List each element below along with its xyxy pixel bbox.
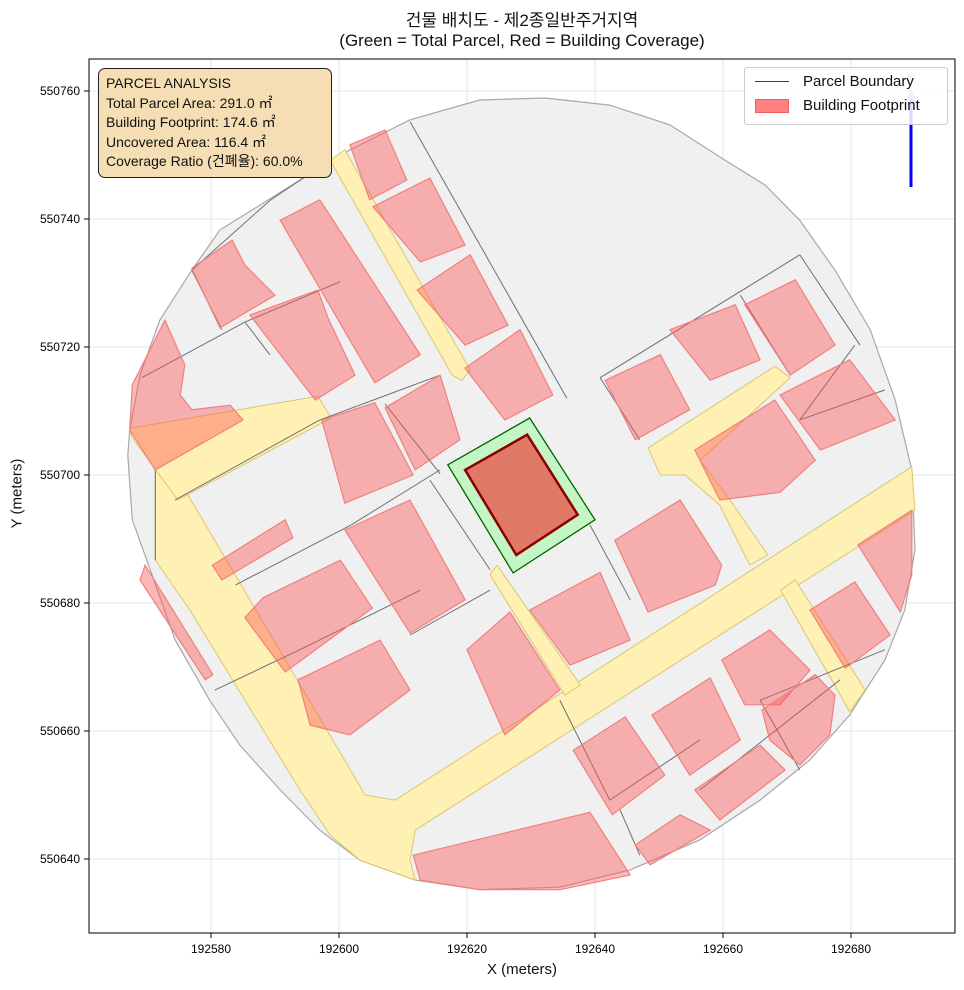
parcel-line — [619, 809, 641, 856]
building-footprint — [297, 639, 411, 736]
parcel-line — [235, 524, 352, 586]
x-tick-label: 192680 — [831, 942, 871, 956]
building-footprint — [191, 239, 276, 329]
legend-label: Building Footprint — [803, 97, 920, 114]
parcel-line — [699, 679, 841, 791]
building-footprint — [349, 129, 408, 201]
building-footprint — [779, 359, 897, 451]
parcel-line — [759, 700, 801, 771]
parcel-analysis-box: PARCEL ANALYSIS Total Parcel Area: 291.0… — [98, 68, 332, 178]
parcel-line — [589, 524, 631, 601]
info-uncovered: Uncovered Area: 116.4 ㎡ — [106, 133, 267, 150]
legend-label: Parcel Boundary — [803, 73, 914, 90]
parcel-line — [559, 700, 611, 801]
building-footprint — [279, 199, 422, 384]
parcel-line — [384, 403, 441, 475]
building-footprint — [416, 253, 509, 346]
parcel-line — [299, 589, 421, 651]
road — [489, 564, 582, 696]
legend: Parcel Boundary Building Footprint — [744, 67, 948, 125]
building-footprint — [412, 811, 632, 891]
y-tick-label: 550720 — [40, 340, 80, 354]
x-tick-label: 192580 — [191, 942, 231, 956]
parcel-line — [141, 321, 246, 379]
building-footprint — [129, 318, 244, 471]
road — [647, 365, 791, 566]
building-footprint — [857, 509, 913, 614]
parcel-line — [409, 589, 491, 636]
x-tick-label: 192660 — [703, 942, 743, 956]
y-tick-label: 550760 — [40, 84, 80, 98]
road — [154, 463, 916, 881]
building-footprint — [211, 518, 294, 581]
plot-frame — [88, 58, 956, 934]
building-footprint — [809, 581, 891, 670]
building-footprint — [614, 499, 723, 613]
building-footprint — [693, 744, 787, 821]
parcel-line — [244, 321, 271, 355]
building-footprint — [668, 304, 761, 382]
parcel-line — [799, 254, 861, 346]
building-footprint — [651, 677, 742, 777]
parcel-line — [799, 344, 856, 421]
road — [129, 395, 332, 501]
road — [779, 579, 866, 713]
y-tick-label: 550660 — [40, 724, 80, 738]
x-tick-label: 192640 — [575, 942, 615, 956]
building-footprint — [249, 289, 356, 401]
y-axis-label: Y (meters) — [8, 458, 26, 529]
building-footprint — [743, 279, 836, 377]
building-footprint — [572, 716, 666, 816]
map-layers — [127, 97, 916, 891]
x-tick-label: 192620 — [447, 942, 487, 956]
parcel-line — [174, 419, 321, 501]
info-coverage: Coverage Ratio (건폐율): 60.0% — [106, 153, 303, 169]
building-footprint — [604, 353, 691, 441]
parcel-line — [429, 479, 491, 570]
building-footprint — [466, 611, 561, 736]
x-tick-label: 192600 — [319, 942, 359, 956]
info-total-area: Total Parcel Area: 291.0 ㎡ — [106, 94, 273, 111]
y-tick-label: 550640 — [40, 852, 80, 866]
building-footprint — [320, 401, 415, 505]
parcel-line — [214, 649, 301, 691]
legend-patch-swatch — [755, 98, 789, 113]
y-tick-label: 550700 — [40, 468, 80, 482]
legend-item-building-footprint: Building Footprint — [755, 97, 920, 114]
parcel-line — [350, 469, 441, 526]
building-footprint — [371, 177, 466, 263]
chart-subtitle: (Green = Total Parcel, Red = Building Co… — [339, 31, 705, 50]
y-tick-label: 550740 — [40, 212, 80, 226]
building-footprint — [761, 673, 836, 766]
chart-title: 건물 배치도 - 제2종일반주거지역 — [405, 11, 639, 30]
parcel-line — [599, 254, 801, 379]
building-footprint — [634, 814, 712, 866]
building-footprint — [244, 559, 374, 673]
road — [329, 149, 471, 381]
building-footprint — [528, 571, 631, 666]
parcel-line — [609, 739, 701, 801]
parcel-line — [409, 121, 568, 399]
building-footprint — [694, 399, 816, 501]
parcel-line — [319, 374, 441, 421]
parcel-line — [244, 281, 341, 323]
legend-item-parcel-boundary: Parcel Boundary — [755, 73, 914, 90]
legend-line-swatch — [755, 81, 789, 82]
building-footprint — [464, 328, 554, 421]
building-footprint — [343, 499, 466, 634]
building-footprint — [139, 563, 214, 681]
y-tick-label: 550680 — [40, 596, 80, 610]
axis-ticks: 192580 192600 192620 192640 192660 192680 5506… — [40, 84, 871, 956]
parcel-line — [799, 389, 886, 421]
building-footprint — [384, 374, 461, 471]
parcel-line — [759, 649, 886, 701]
info-heading: PARCEL ANALYSIS — [106, 75, 232, 91]
target-building — [463, 433, 580, 557]
x-axis-label: X (meters) — [486, 961, 557, 978]
info-footprint: Building Footprint: 174.6 ㎡ — [106, 114, 276, 130]
